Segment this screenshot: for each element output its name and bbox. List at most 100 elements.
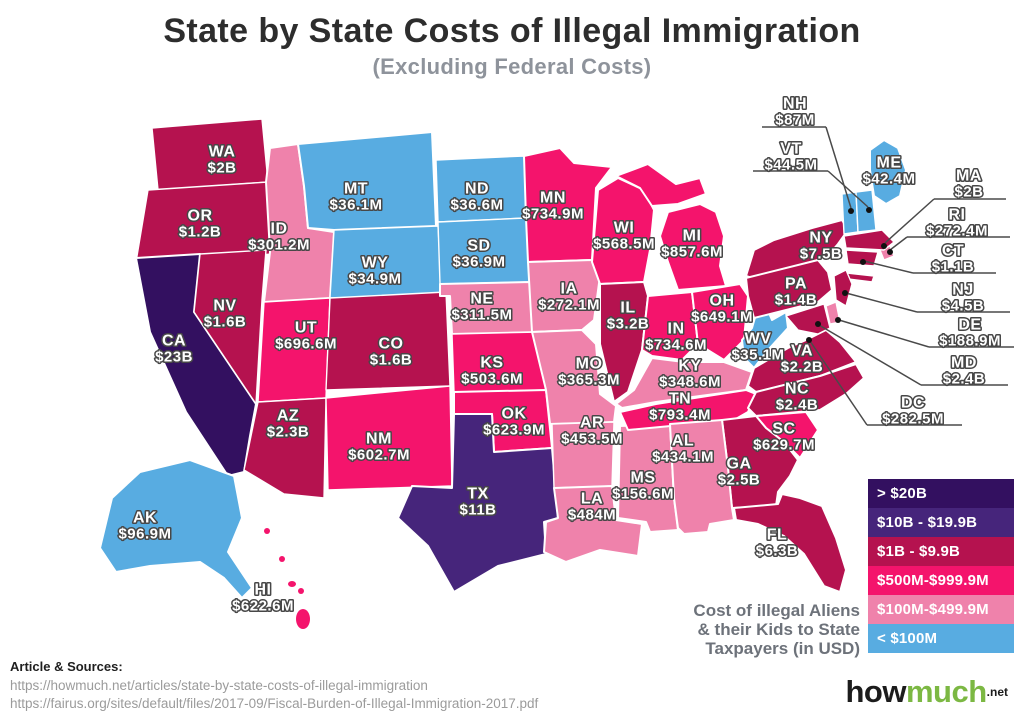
callout-line-RI [889, 236, 908, 251]
state-label-AZ: AZ [277, 408, 299, 425]
state-MO [531, 329, 617, 425]
state-label-OR: OR [188, 208, 213, 225]
callout-label-DC: DC [901, 395, 925, 412]
state-value-IN: $734.6M [645, 337, 707, 354]
legend-row-gt20b: > $20B [868, 479, 1014, 508]
state-HI [296, 609, 310, 629]
callout-value-DC: $282.5M [882, 411, 944, 428]
state-value-MN: $734.9M [522, 206, 584, 223]
callout-value-MD: $2.4B [943, 371, 986, 388]
state-value-NY: $7.5B [800, 246, 843, 263]
state-value-MI: $857.6M [661, 244, 723, 261]
state-label-MT: MT [344, 181, 368, 198]
callout-line-NH [825, 126, 852, 209]
state-marker-dot [860, 259, 866, 265]
state-value-VA: $2.2B [781, 359, 824, 376]
state-value-OH: $649.1M [691, 309, 753, 326]
state-value-WY: $34.9M [348, 271, 401, 288]
state-label-OK: OK [502, 406, 527, 423]
callout-label-MA: MA [956, 168, 982, 185]
state-value-LA: $484M [568, 507, 616, 524]
state-label-AL: AL [672, 433, 694, 450]
state-label-WI: WI [614, 220, 635, 237]
state-label-ME: ME [877, 155, 902, 172]
state-value-SD: $36.9M [452, 254, 505, 271]
state-value-AZ: $2.3B [267, 424, 310, 441]
state-value-ME: $42.4M [862, 171, 915, 188]
page-title: State by State Costs of Illegal Immigrat… [163, 12, 861, 50]
sources-heading: Article & Sources: [10, 659, 123, 674]
callout-label-NJ: NJ [952, 282, 973, 299]
howmuch-logo: howmuch.net [845, 674, 1008, 710]
state-value-MT: $36.1M [329, 197, 382, 214]
state-marker-dot [842, 290, 848, 296]
callout-value-RI: $272.4M [926, 223, 988, 240]
callout-label-NH: NH [783, 96, 807, 113]
callout-line-MD [818, 324, 922, 386]
state-value-NC: $2.4B [776, 397, 819, 414]
callout-value-MA: $2B [954, 184, 983, 201]
callout-value-CT: $1.1B [932, 259, 975, 276]
state-label-MO: MO [576, 356, 603, 373]
state-FL [733, 493, 847, 593]
state-label-AR: AR [580, 415, 604, 432]
state-AL [669, 419, 735, 535]
state-marker-dot [815, 321, 821, 327]
state-marker-dot [866, 207, 872, 213]
state-value-OR: $1.2B [179, 224, 222, 241]
state-label-IL: IL [620, 300, 635, 317]
state-label-WV: WV [745, 331, 772, 348]
legend-row-1b-9b: $1B - $9.9B [868, 537, 1014, 566]
state-label-KY: KY [678, 358, 701, 375]
state-value-IA: $272.1M [538, 297, 600, 314]
legend-row-100m-499m: $100M-$499.9M [868, 595, 1014, 624]
state-value-AL: $434.1M [652, 449, 714, 466]
state-ME [869, 139, 907, 205]
state-HI [264, 528, 270, 534]
state-NV [193, 249, 267, 405]
state-label-TN: TN [669, 391, 691, 408]
sources-block: Article & Sources: https://howmuch.net/a… [10, 659, 538, 713]
state-label-SC: SC [772, 421, 795, 438]
state-IL [599, 281, 649, 403]
state-label-VA: VA [791, 343, 813, 360]
state-value-CO: $1.6B [370, 352, 413, 369]
state-marker-dot [806, 337, 812, 343]
callout-line-VT [827, 170, 869, 208]
state-label-ID: ID [271, 221, 288, 238]
callout-value-NH: $87M [775, 112, 815, 129]
state-value-PA: $1.4B [775, 292, 818, 309]
legend-caption-line2: & their Kids to State [697, 620, 860, 639]
callout-line-CT [863, 260, 914, 274]
state-value-GA: $2.5B [718, 472, 761, 489]
callout-value-DE: $188.9M [939, 333, 1001, 350]
state-value-TX: $11B [459, 502, 496, 519]
state-value-WI: $568.5M [593, 236, 655, 253]
source-url-1: https://howmuch.net/articles/state-by-st… [10, 678, 428, 693]
legend-caption-line1: Cost of illegal Aliens [693, 601, 860, 620]
state-label-HI: HI [255, 582, 272, 599]
callout-label-MD: MD [951, 355, 977, 372]
logo-much: much [905, 674, 987, 709]
state-label-SD: SD [467, 238, 490, 255]
state-label-NC: NC [785, 381, 809, 398]
state-label-KS: KS [480, 355, 503, 372]
state-value-MS: $156.6M [612, 486, 674, 503]
state-value-ND: $36.6M [450, 197, 503, 214]
state-value-NM: $602.7M [348, 447, 410, 464]
state-NH [855, 189, 877, 233]
state-label-NV: NV [213, 298, 236, 315]
state-HI [298, 588, 304, 594]
legend-caption-line3: Taxpayers (in USD) [705, 639, 860, 658]
state-AZ [243, 397, 327, 499]
state-value-HI: $622.6M [232, 598, 294, 615]
legend-row-lt100m: < $100M [868, 624, 1014, 653]
page-subtitle: (Excluding Federal Costs) [372, 54, 652, 79]
state-marker-dot [887, 249, 893, 255]
state-value-AK: $96.9M [118, 526, 171, 543]
state-label-NE: NE [470, 291, 493, 308]
callout-value-VT: $44.5M [764, 157, 817, 174]
state-label-UT: UT [295, 320, 317, 337]
